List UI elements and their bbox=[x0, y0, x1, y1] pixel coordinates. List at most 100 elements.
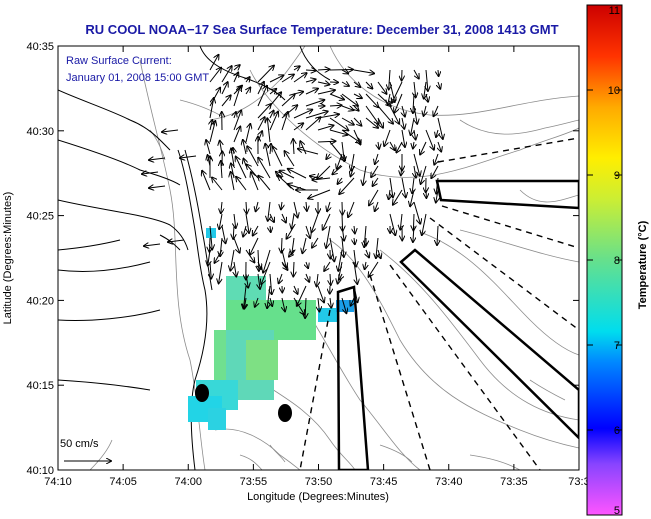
current-vector-arrow bbox=[354, 249, 356, 266]
current-vector-arrow bbox=[142, 172, 159, 174]
x-tick-label: 73:45 bbox=[370, 476, 398, 488]
current-vector-arrow bbox=[436, 177, 438, 194]
x-tick-label: 73:35 bbox=[500, 476, 528, 488]
scale-bar-label: 50 cm/s bbox=[60, 438, 99, 450]
current-vector-arrow bbox=[326, 154, 330, 159]
current-vector-arrow bbox=[270, 225, 271, 232]
current-vector-arrow bbox=[305, 111, 328, 119]
x-tick-label: 73:50 bbox=[305, 476, 333, 488]
current-vector-arrow bbox=[293, 73, 307, 83]
current-vector-arrow bbox=[375, 153, 378, 164]
current-vector-arrow bbox=[306, 261, 308, 268]
current-vector-arrow bbox=[351, 165, 355, 176]
current-vector-arrow bbox=[341, 297, 346, 313]
current-vector-arrow bbox=[292, 213, 294, 229]
current-vector-arrow bbox=[413, 225, 414, 242]
current-vector-arrow bbox=[353, 94, 362, 98]
current-vector-arrow bbox=[410, 189, 415, 206]
current-vector-arrow bbox=[388, 93, 390, 105]
current-vector-arrow bbox=[281, 94, 295, 107]
current-vector-arrow bbox=[376, 237, 378, 258]
scale-bar: 50 cm/s bbox=[60, 438, 111, 461]
current-vector-arrow bbox=[282, 297, 285, 311]
current-vector-arrow bbox=[234, 261, 236, 276]
current-vector-arrow bbox=[365, 117, 378, 128]
current-vector-arrow bbox=[236, 157, 247, 179]
current-vector-arrow bbox=[246, 88, 250, 95]
current-vector-arrow bbox=[257, 86, 267, 107]
current-vector-arrow bbox=[209, 55, 219, 71]
current-vector-arrow bbox=[305, 79, 316, 82]
current-vector-arrow bbox=[221, 161, 222, 179]
current-vector-arrow bbox=[255, 297, 258, 307]
colorbar-tick-label: 10 bbox=[608, 85, 620, 97]
colorbar-tick-label: 5 bbox=[614, 505, 620, 517]
current-vector-arrow bbox=[378, 141, 379, 149]
current-vector-arrow bbox=[365, 105, 379, 124]
current-vector-arrow bbox=[396, 141, 403, 152]
current-vector-arrow bbox=[392, 81, 403, 103]
current-vector-arrow bbox=[332, 165, 343, 174]
current-vector-arrow bbox=[279, 273, 282, 283]
current-vector-arrow bbox=[293, 92, 303, 94]
current-vector-arrow bbox=[422, 213, 427, 235]
current-vector-arrow bbox=[438, 69, 439, 76]
current-vector-arrow bbox=[312, 237, 319, 248]
x-tick-label: 73:55 bbox=[240, 476, 268, 488]
current-vector-arrow bbox=[351, 153, 354, 171]
current-vector-arrow bbox=[149, 186, 166, 188]
current-vector-arrow bbox=[389, 189, 390, 199]
current-vector-arrow bbox=[306, 201, 307, 211]
current-vector-arrow bbox=[219, 261, 223, 283]
colorbar: 5 6 7 8 9 10 11 Temperature (°C) bbox=[586, 4, 649, 517]
current-vector-arrow bbox=[421, 165, 427, 184]
current-vector-arrow bbox=[267, 285, 270, 308]
current-vector-arrow bbox=[219, 213, 222, 229]
current-vector-arrow bbox=[221, 82, 228, 95]
current-vector-arrow bbox=[401, 165, 402, 175]
current-vector-arrow bbox=[233, 127, 240, 143]
current-vector-arrow bbox=[209, 68, 221, 83]
current-vector-arrow bbox=[256, 201, 258, 211]
current-vector-arrow bbox=[365, 93, 378, 107]
current-vector-arrow bbox=[341, 82, 349, 86]
current-vector-arrow bbox=[282, 213, 286, 222]
colorbar-label: Temperature (°C) bbox=[637, 220, 649, 309]
x-axis-label: Longitude (Degrees:Minutes) bbox=[247, 491, 389, 503]
current-vector-arrow bbox=[312, 213, 319, 232]
current-vector-arrow bbox=[234, 73, 238, 83]
current-vector-arrow bbox=[168, 240, 185, 242]
current-vector-arrow bbox=[269, 89, 276, 94]
current-vector-arrow bbox=[401, 177, 406, 197]
current-vector-arrow bbox=[149, 158, 166, 160]
current-vector-arrow bbox=[354, 106, 359, 111]
current-vector-arrow bbox=[281, 201, 282, 209]
current-vector-arrow bbox=[233, 65, 240, 70]
current-vector-arrow bbox=[317, 82, 329, 85]
current-vector-arrow bbox=[431, 165, 439, 178]
land-mask-dot bbox=[195, 384, 209, 402]
current-vector-arrow bbox=[413, 141, 414, 148]
current-vector-arrow bbox=[281, 112, 288, 131]
current-vector-arrow bbox=[342, 237, 344, 257]
current-vector-arrow bbox=[353, 117, 361, 126]
current-vector-arrow bbox=[354, 225, 355, 233]
current-vector-arrow bbox=[251, 172, 259, 191]
current-vector-arrow bbox=[269, 92, 281, 107]
current-vector-arrow bbox=[246, 77, 250, 82]
current-vector-arrow bbox=[377, 81, 387, 94]
current-vector-arrow bbox=[330, 273, 331, 285]
current-vector-arrow bbox=[327, 201, 330, 211]
current-vectors bbox=[142, 55, 443, 318]
current-vector-arrow bbox=[208, 249, 210, 266]
current-vector-arrow bbox=[243, 140, 246, 155]
current-vector-arrow bbox=[436, 189, 438, 202]
current-vector-arrow bbox=[281, 237, 282, 253]
current-vector-arrow bbox=[329, 70, 353, 71]
current-vector-arrow bbox=[438, 141, 441, 152]
current-vector-arrow bbox=[258, 273, 260, 289]
y-tick-label: 40:30 bbox=[26, 126, 54, 138]
current-vector-arrow bbox=[341, 117, 354, 125]
current-vector-arrow bbox=[353, 261, 357, 284]
